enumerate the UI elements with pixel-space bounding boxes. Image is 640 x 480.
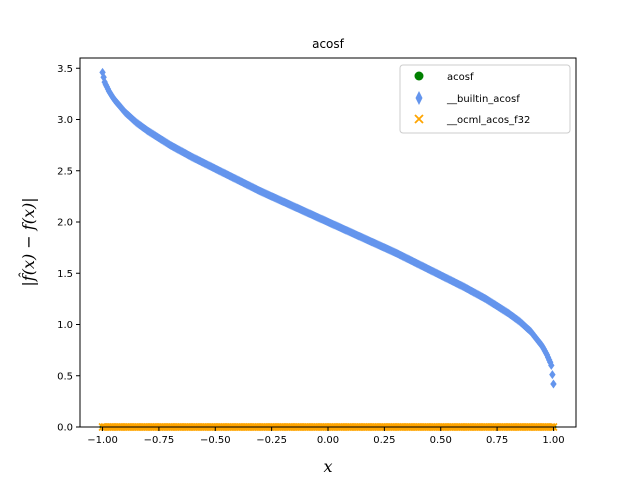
legend: acosf __builtin_acosf __ocml_acos_f32: [399, 64, 571, 134]
legend-box: [399, 64, 571, 134]
legend-item-builtin-acosf: __builtin_acosf: [415, 91, 520, 105]
y-tick-label: 3.5: [57, 64, 73, 75]
y-axis-ticks: 0.0 0.5 1.0 1.5 2.0 2.5 3.0 3.5: [57, 64, 80, 434]
legend-label-acosf: acosf: [447, 72, 474, 83]
data-point-builtin-acosf: [550, 379, 557, 389]
x-tick-label: 0.25: [373, 435, 395, 446]
legend-label-ocml-acos-f32: __ocml_acos_f32: [446, 115, 530, 126]
data-point-builtin-acosf: [548, 360, 555, 370]
plot-area: [98, 67, 558, 432]
y-tick-label: 1.0: [57, 320, 73, 331]
y-tick-label: 0.0: [57, 423, 73, 434]
legend-item-ocml-acos-f32: __ocml_acos_f32: [414, 114, 530, 126]
legend-marker-ocml-acos-f32: [414, 114, 424, 124]
legend-marker-builtin-acosf: [415, 91, 423, 105]
x-tick-label: −0.50: [200, 435, 231, 446]
y-tick-label: 3.0: [57, 115, 73, 126]
y-tick-label: 2.0: [57, 218, 73, 229]
y-tick-label: 1.5: [57, 269, 73, 280]
series-builtin-acosf: [99, 67, 557, 389]
x-tick-label: −1.00: [87, 435, 118, 446]
x-tick-label: −0.75: [144, 435, 175, 446]
legend-marker-acosf: [414, 71, 424, 81]
legend-item-acosf: acosf: [414, 71, 474, 83]
x-tick-label: 0.00: [317, 435, 339, 446]
y-tick-label: 0.5: [57, 371, 73, 382]
x-tick-label: 0.50: [430, 435, 452, 446]
legend-label-builtin-acosf: __builtin_acosf: [446, 94, 520, 105]
x-tick-label: 0.75: [486, 435, 508, 446]
x-axis-ticks: −1.00 −0.75 −0.50 −0.25 0.00 0.25 0.50 0.75 1.00: [87, 427, 565, 446]
y-axis-label: |f̂(x) − f(x)|: [19, 197, 38, 286]
x-tick-label: −0.25: [256, 435, 287, 446]
data-point-builtin-acosf: [549, 370, 556, 380]
x-axis-label: x: [323, 457, 332, 476]
y-tick-label: 2.5: [57, 166, 73, 177]
x-tick-label: 1.00: [542, 435, 564, 446]
axes-frame: [79, 57, 577, 428]
chart-title: acosf: [312, 37, 345, 51]
